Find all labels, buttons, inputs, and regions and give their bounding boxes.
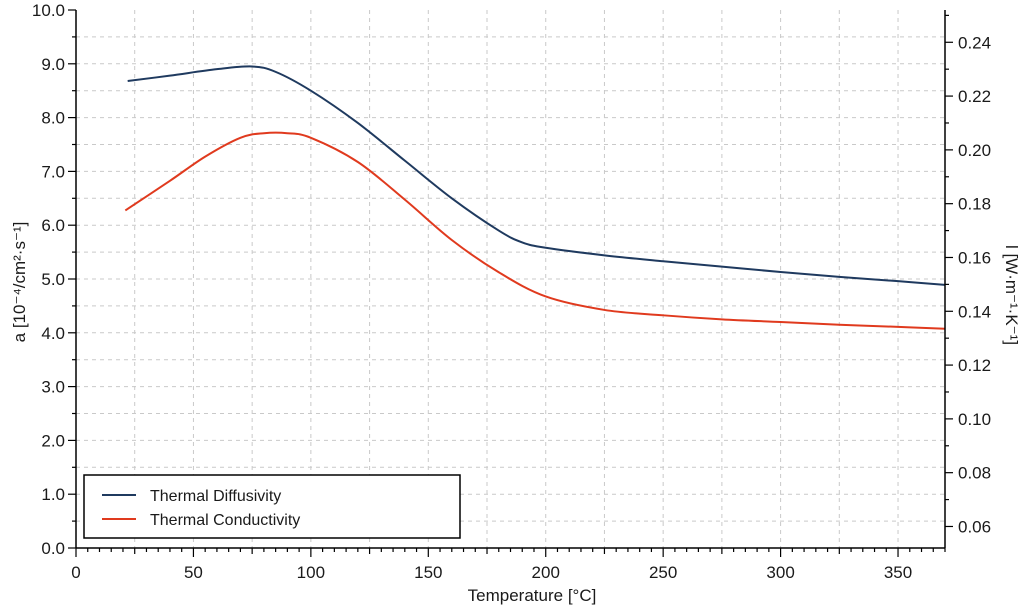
x-tick-label: 50 <box>184 563 203 582</box>
ticks: 0 50 100 150 200 250 300 350 0.0 1.0 2.0 3.0 4.0 5.0 6… <box>32 1 991 582</box>
y-left-tick-label: 6.0 <box>41 216 65 235</box>
y-left-tick-label: 3.0 <box>41 378 65 397</box>
y-left-tick-label: 7.0 <box>41 162 65 181</box>
y-left-axis-title: a [10⁻⁴/cm²·s⁻¹] <box>10 222 29 343</box>
y-left-tick-label: 9.0 <box>41 55 65 74</box>
x-axis-title: Temperature [°C] <box>468 586 597 605</box>
y-left-tick-label: 1.0 <box>41 485 65 504</box>
x-tick-label: 0 <box>71 563 80 582</box>
y-right-tick-label: 0.08 <box>958 464 991 483</box>
y-right-tick-label: 0.16 <box>958 248 991 267</box>
y-right-tick-label: 0.06 <box>958 517 991 536</box>
y-right-tick-label: 0.24 <box>958 33 991 52</box>
y-left-tick-label: 5.0 <box>41 270 65 289</box>
x-tick-label: 250 <box>649 563 677 582</box>
y-left-tick-label: 0.0 <box>41 539 65 558</box>
y-right-tick-label: 0.18 <box>958 195 991 214</box>
y-left-tick-label: 10.0 <box>32 1 65 20</box>
x-tick-label: 150 <box>414 563 442 582</box>
x-tick-label: 100 <box>297 563 325 582</box>
y-right-tick-label: 0.10 <box>958 410 991 429</box>
y-left-tick-label: 4.0 <box>41 324 65 343</box>
legend-label-thermal-conductivity: Thermal Conductivity <box>150 512 300 529</box>
x-tick-label: 300 <box>766 563 794 582</box>
y-left-tick-label: 2.0 <box>41 431 65 450</box>
x-tick-label: 350 <box>884 563 912 582</box>
x-tick-label: 200 <box>532 563 560 582</box>
legend-box <box>83 474 461 539</box>
series-line-thermal-diffusivity <box>127 65 946 286</box>
y-right-axis-title: l [W·m⁻¹·K⁻¹] <box>1002 245 1021 345</box>
y-right-tick-label: 0.14 <box>958 302 991 321</box>
series-lines <box>124 65 946 330</box>
series-line-thermal-conductivity <box>124 131 946 330</box>
y-right-tick-label: 0.20 <box>958 141 991 160</box>
legend: Thermal Diffusivity Thermal Conductivity <box>83 474 461 539</box>
y-left-tick-label: 8.0 <box>41 109 65 128</box>
y-right-tick-label: 0.22 <box>958 87 991 106</box>
y-right-tick-label: 0.12 <box>958 356 991 375</box>
legend-label-thermal-diffusivity: Thermal Diffusivity <box>150 488 281 505</box>
